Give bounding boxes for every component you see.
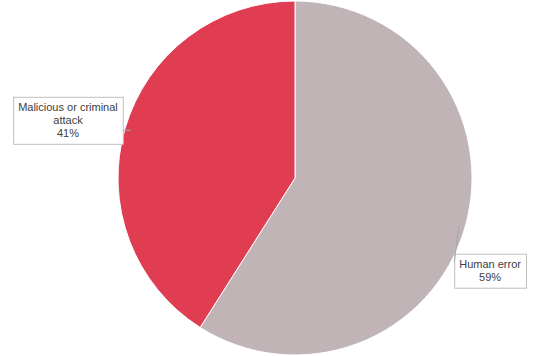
data-label: Human error59%	[454, 226, 526, 288]
slices	[118, 1, 472, 355]
category-label: attack	[53, 114, 83, 126]
value-label: 59%	[479, 271, 501, 283]
category-label: Human error	[459, 258, 521, 270]
value-label: 41%	[57, 127, 79, 139]
leader-line	[123, 130, 131, 131]
label-box	[455, 254, 527, 288]
chart: Human error59% Malicious or criminalattac…	[0, 0, 536, 356]
category-label: Malicious or criminal	[18, 101, 118, 113]
labels: Human error59% Malicious or criminalattac…	[14, 97, 527, 288]
label-box	[14, 97, 124, 144]
slice	[118, 1, 295, 327]
data-label: Malicious or criminalattack41%	[14, 97, 131, 144]
leader-line	[454, 226, 459, 262]
